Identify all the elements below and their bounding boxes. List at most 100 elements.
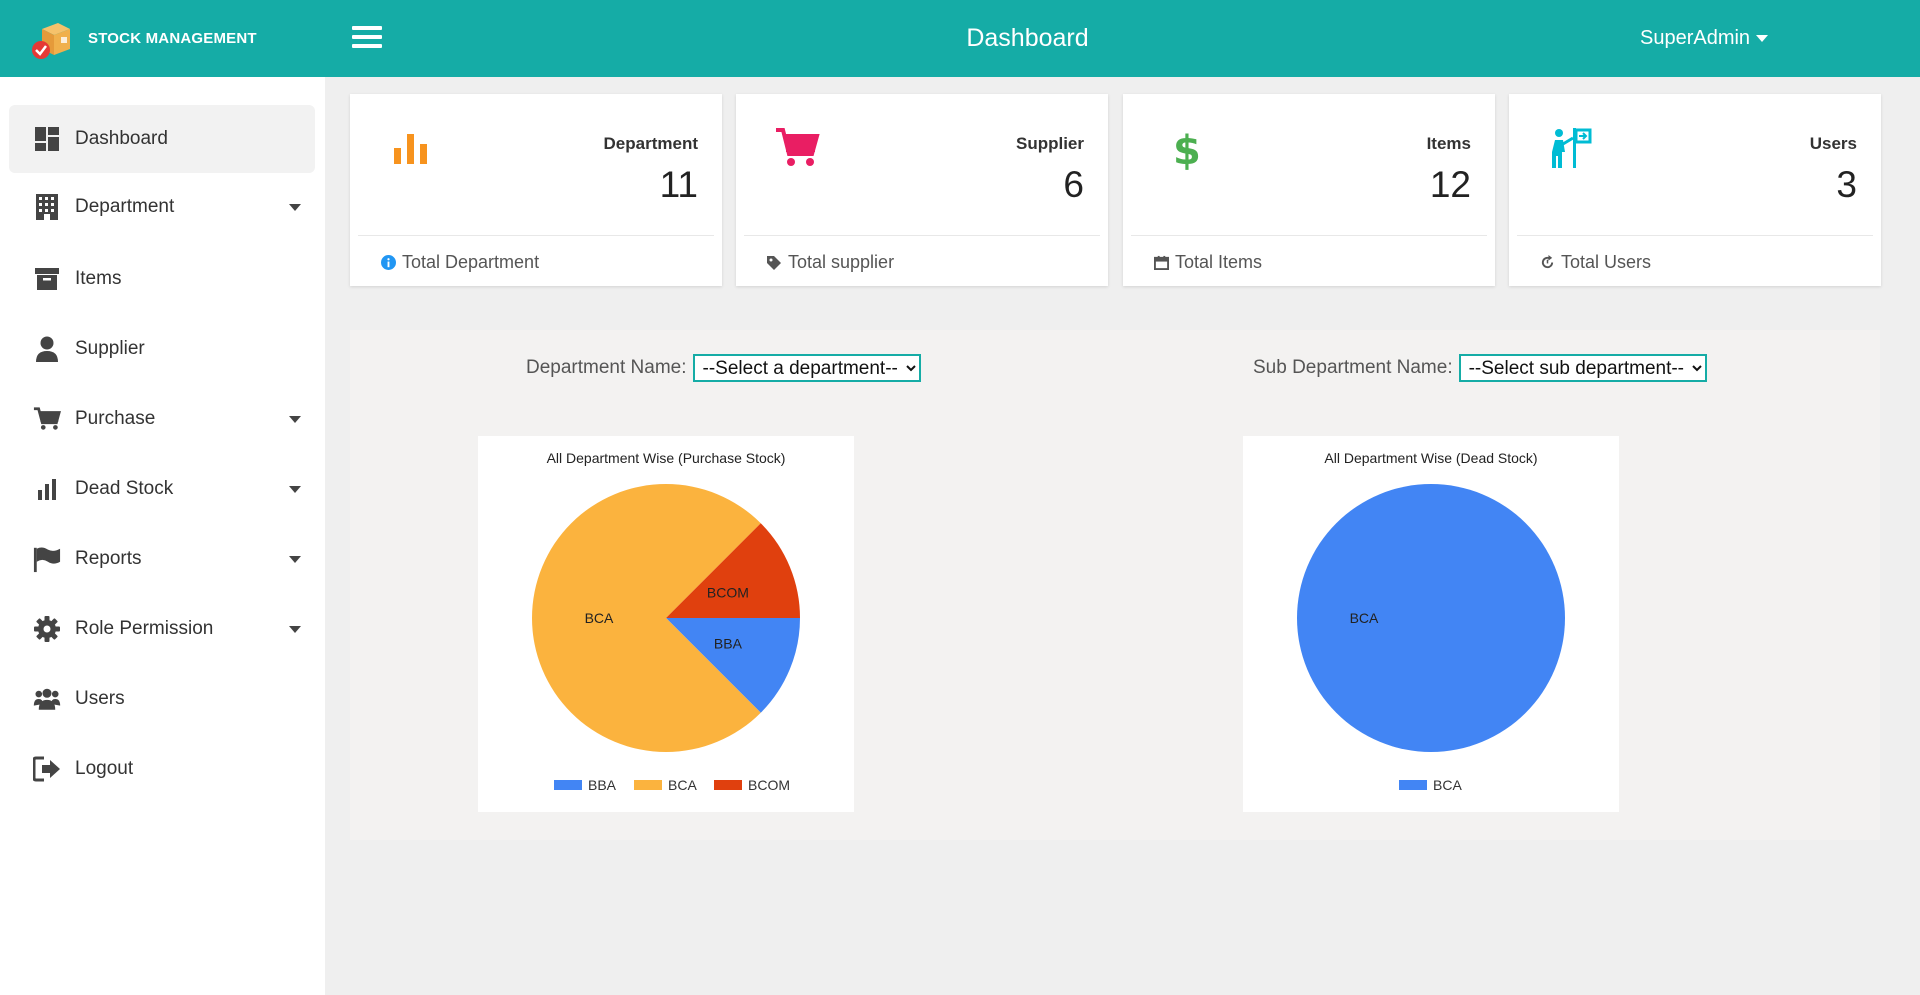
pie-slice-bca[interactable] [532,484,761,752]
svg-text:$: $ [1173,128,1201,172]
sidebar-item-reports[interactable]: Reports [9,525,315,593]
card-footer-text: Total Users [1561,252,1652,272]
bar-chart-icon [33,475,61,503]
pie-slice-bca[interactable] [1297,484,1565,752]
department-card[interactable]: Department 11 Total Department [350,94,722,286]
sidebar-item-items[interactable]: Items [9,245,315,313]
card-title: Users [1809,134,1857,153]
card-footer: Total Department [380,252,539,273]
purchase-stock-chart: All Department Wise (Purchase Stock) BBA… [478,436,854,812]
chart-title: All Department Wise (Dead Stock) [1324,450,1538,466]
menu-toggle-icon[interactable] [352,26,382,50]
supplier-card[interactable]: Supplier 6 Total supplier [736,94,1108,286]
sidebar-item-label: Purchase [75,408,156,429]
pie-chart-svg: BBA BCA BCOM BBA BCA BCOM [532,484,800,793]
users-card[interactable]: Users 3 Total Users [1509,94,1881,286]
sidebar-item-role-permission[interactable]: Role Permission [9,595,315,663]
dashboard-icon [33,125,61,153]
divider [358,235,714,236]
pie-chart-svg: BCA BCA [1297,484,1565,793]
flag-icon [33,545,61,573]
divider [1131,235,1487,236]
chevron-down-icon [289,416,301,423]
chart-title: All Department Wise (Purchase Stock) [546,450,786,466]
sub-department-select[interactable]: --Select sub department-- [1458,354,1707,382]
card-title: Supplier [1015,134,1084,153]
department-filter: Department Name: --Select a department-- [526,354,921,382]
pie-slice-bcom[interactable] [666,523,800,618]
chevron-down-icon [289,556,301,563]
archive-icon [33,265,61,293]
sidebar-item-department[interactable]: Department [9,173,315,241]
brand-name: STOCK MANAGEMENT [88,30,257,47]
user-icon [33,335,61,363]
legend-label[interactable]: BCOM [748,777,790,793]
chevron-down-icon [1756,35,1769,42]
top-header: STOCK MANAGEMENT Dashboard SuperAdmin [0,0,1920,77]
chevron-down-icon [289,204,301,211]
info-icon [380,255,396,271]
sidebar-item-label: Dashboard [75,128,168,149]
slice-label: BCA [1350,610,1379,626]
sidebar-item-purchase[interactable]: Purchase [9,385,315,453]
legend-label[interactable]: BBA [588,777,617,793]
calendar-icon [1153,255,1169,271]
slice-label: BCOM [707,584,749,600]
gear-icon [33,615,61,643]
slice-label: BCA [585,610,614,626]
card-value: 11 [659,164,698,205]
card-value: 6 [1063,164,1084,205]
box-logo-icon [32,22,70,59]
sub-department-filter: Sub Department Name: --Select sub depart… [1253,354,1707,382]
sidebar-item-label: Department [75,196,175,217]
department-label: Department Name: [526,357,687,378]
charts-panel: Department Name: --Select a department--… [350,330,1880,840]
sidebar-item-supplier[interactable]: Supplier [9,315,315,383]
legend-label[interactable]: BCA [1433,777,1462,793]
user-name: SuperAdmin [1640,27,1751,49]
sidebar-item-label: Logout [75,758,134,779]
sidebar-item-users[interactable]: Users [9,665,315,733]
sidebar-item-dashboard[interactable]: Dashboard [9,105,315,173]
legend-swatch[interactable] [634,780,662,790]
card-footer: Total Items [1153,252,1262,273]
card-value: 3 [1836,164,1857,205]
legend-swatch[interactable] [1399,780,1427,790]
sub-department-label: Sub Department Name: [1253,357,1453,378]
dead-stock-chart: All Department Wise (Dead Stock) BCA BCA [1243,436,1619,812]
sidebar-item-label: Role Permission [75,618,214,639]
legend-label[interactable]: BCA [668,777,697,793]
sidebar-item-label: Reports [75,548,142,569]
legend-swatch[interactable] [714,780,742,790]
brand[interactable]: STOCK MANAGEMENT [0,0,325,77]
chevron-down-icon [289,626,301,633]
department-select[interactable]: --Select a department-- [692,354,921,382]
card-footer: Total Users [1539,252,1651,273]
sidebar-item-label: Items [75,268,122,289]
cart-icon [776,128,820,166]
logout-icon [33,755,61,783]
slice-label: BBA [714,636,743,652]
pie-slice-bba[interactable] [666,618,800,713]
sidebar-item-logout[interactable]: Logout [9,735,315,803]
sidebar-item-dead-stock[interactable]: Dead Stock [9,455,315,523]
divider [744,235,1100,236]
chevron-down-icon [289,486,301,493]
refresh-icon [1539,255,1555,271]
sidebar-item-label: Supplier [75,338,145,359]
card-footer-text: Total Items [1175,252,1263,272]
legend-swatch[interactable] [554,780,582,790]
card-title: Items [1426,134,1471,153]
users-icon [33,685,61,713]
dollar-icon: $ [1173,128,1201,172]
card-footer-text: Total supplier [788,252,895,272]
card-title: Department [603,134,698,153]
tag-icon [766,255,782,271]
user-menu[interactable]: SuperAdmin [1640,0,1769,77]
card-footer: Total supplier [766,252,894,273]
sidebar: Dashboard Department Items Supplier Purc… [0,77,325,995]
card-footer-text: Total Department [402,252,540,272]
items-card[interactable]: $ Items 12 Total Items [1123,94,1495,286]
sidebar-item-label: Dead Stock [75,478,174,499]
page-title: Dashboard [966,24,1089,52]
